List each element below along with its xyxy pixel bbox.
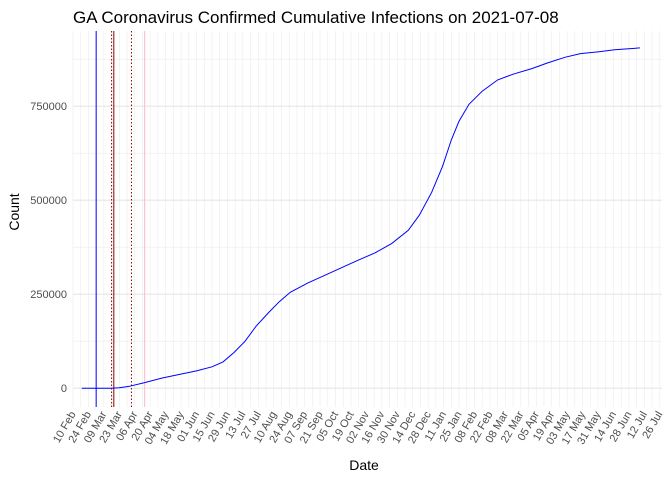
y-tick-label: 250000	[30, 289, 67, 301]
chart-title: GA Coronavirus Confirmed Cumulative Infe…	[73, 8, 559, 27]
series-line	[81, 47, 640, 389]
reference-lines	[95, 31, 146, 407]
y-tick-label: 0	[61, 383, 67, 395]
x-axis-label: Date	[349, 457, 379, 473]
y-axis-label: Count	[6, 193, 22, 230]
y-axis-ticks: 0 250000 500000 750000	[30, 101, 67, 395]
grid	[72, 31, 662, 407]
y-tick-label: 750000	[30, 101, 67, 113]
y-tick-label: 500000	[30, 195, 67, 207]
